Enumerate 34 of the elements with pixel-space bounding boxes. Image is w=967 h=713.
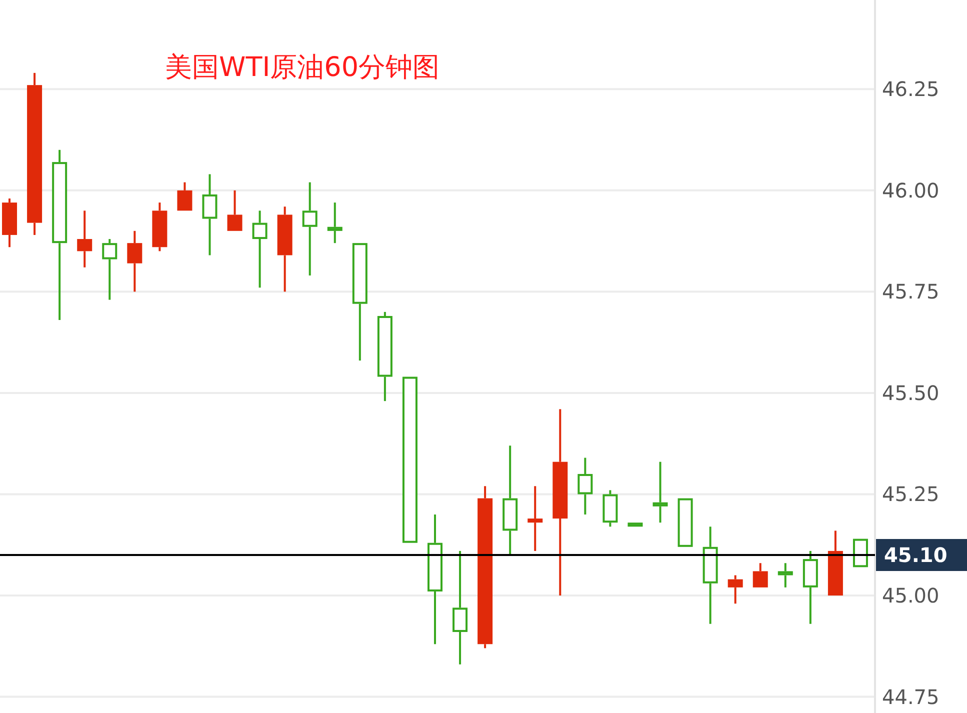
candlestick (428, 513, 442, 646)
candlestick (578, 456, 593, 516)
y-tick-label: 44.75 (882, 684, 940, 709)
candlestick (502, 444, 518, 556)
candlestick (652, 460, 668, 524)
candlestick (252, 210, 268, 289)
candlestick (327, 202, 342, 244)
candlestick (127, 230, 142, 293)
y-tick-label: 46.00 (882, 178, 940, 202)
y-tick-label: 45.75 (882, 280, 940, 304)
y-tick-label: 45.25 (882, 482, 940, 506)
candlestick (778, 562, 793, 588)
candlestick (52, 148, 68, 322)
candlestick (302, 181, 318, 276)
candlestick (702, 526, 718, 625)
text: 美国WTI原油60分钟图 (165, 52, 440, 83)
candlestick (152, 202, 168, 252)
candlestick (377, 310, 392, 402)
candlestick (77, 210, 92, 268)
candlestick (102, 238, 118, 301)
ref-line-label: 45.10 (884, 543, 948, 568)
y-tick-label: 45.00 (882, 584, 940, 608)
candlestick (728, 574, 743, 605)
candlestick (27, 72, 42, 236)
candlestick (478, 485, 493, 650)
candlestick (202, 173, 218, 256)
candlestick (552, 408, 568, 597)
candlestick (528, 485, 543, 552)
candlestick (277, 206, 292, 293)
candlestick (452, 550, 468, 666)
y-tick-label: 45.50 (882, 380, 940, 405)
candlestick (602, 489, 618, 528)
y-tick-label: 46.25 (882, 77, 940, 102)
candlestick (2, 198, 18, 248)
